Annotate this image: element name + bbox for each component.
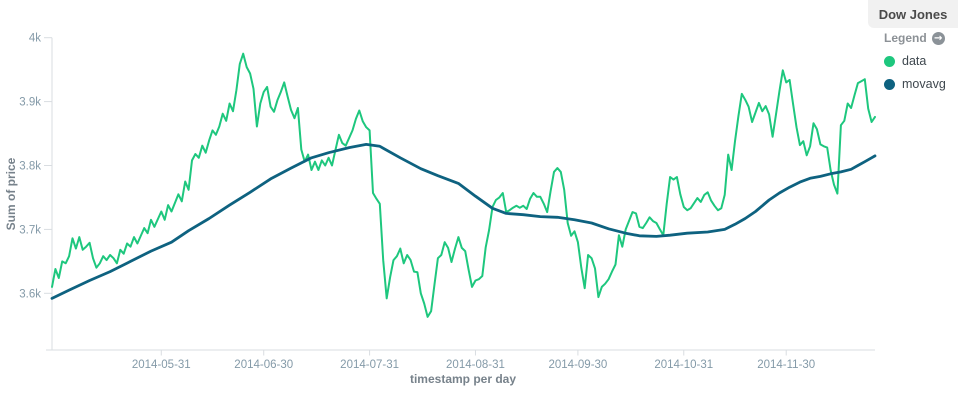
y-tick-label: 3.6k xyxy=(19,288,41,300)
legend-header: Legend → xyxy=(884,31,946,45)
y-tick-label: 3.8k xyxy=(19,161,41,173)
legend-item-label: data xyxy=(902,54,927,68)
x-tick-label: 2014-06-30 xyxy=(234,359,293,371)
x-tick-label: 2014-10-31 xyxy=(654,359,713,371)
y-tick-label: 3.7k xyxy=(19,224,41,236)
axis-lines xyxy=(46,37,875,351)
data-series-dot-icon xyxy=(884,55,895,67)
x-axis-title: timestamp per day xyxy=(409,372,517,386)
panel-title[interactable]: Dow Jones xyxy=(868,0,958,28)
x-tick-label: 2014-11-30 xyxy=(757,359,815,371)
y-axis-title: Sum of price xyxy=(4,157,18,231)
x-tick-label: 2014-05-31 xyxy=(132,359,191,371)
legend-label: Legend xyxy=(884,31,927,45)
data-series-line xyxy=(51,52,876,318)
legend-item-movavg[interactable]: movavg xyxy=(884,77,946,91)
movavg-series-line xyxy=(50,142,877,300)
legend: Legend → data movavg xyxy=(884,31,946,91)
x-tick-label: 2014-07-31 xyxy=(340,359,399,371)
y-tick-label: 4k xyxy=(29,33,41,45)
x-tick-label: 2014-08-31 xyxy=(446,359,505,371)
circle-arrow-right-icon[interactable]: → xyxy=(931,31,945,45)
legend-item-data[interactable]: data xyxy=(884,54,946,68)
panel-title-text: Dow Jones xyxy=(878,6,948,22)
x-tick-label: 2014-09-30 xyxy=(548,359,607,371)
legend-item-label: movavg xyxy=(902,77,946,91)
movavg-series-dot-icon xyxy=(884,78,895,90)
y-tick-label: 3.9k xyxy=(19,97,41,109)
